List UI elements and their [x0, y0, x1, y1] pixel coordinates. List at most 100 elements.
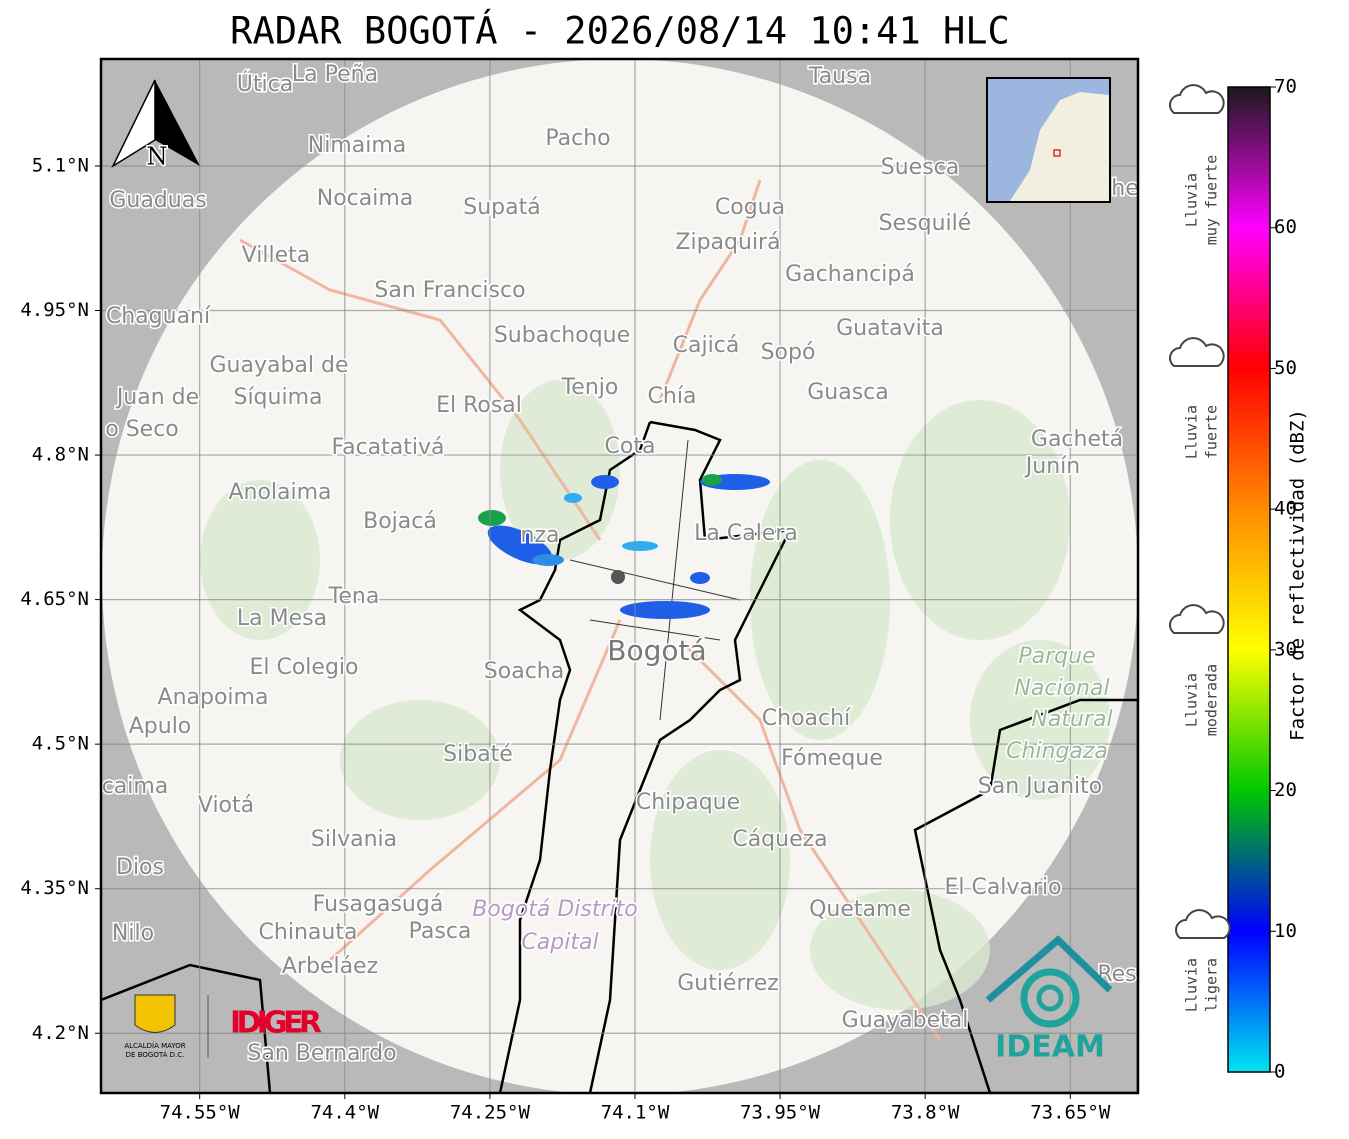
place-label: Dios — [116, 855, 164, 880]
colorbar — [1227, 86, 1271, 1073]
colorbar-tick-label: 60 — [1274, 216, 1297, 238]
place-label: Chaguaní — [106, 304, 211, 329]
place-label: Chinauta — [259, 920, 358, 945]
y-tick-label: 5.1°N — [32, 154, 89, 176]
place-label: Subachoque — [494, 323, 630, 348]
place-label: La Mesa — [237, 606, 327, 631]
x-tick-label: 73.95°W — [740, 1102, 821, 1124]
place-label: La Calera — [694, 521, 798, 546]
rain-category-label: Lluvia — [1183, 958, 1201, 1012]
place-label: Viotá — [198, 793, 254, 818]
colorbar-tick-label: 20 — [1274, 779, 1297, 801]
place-label: Pacho — [545, 126, 610, 151]
x-tick-label: 74.55°W — [160, 1102, 241, 1124]
place-label: Gutiérrez — [677, 971, 779, 996]
grid — [101, 59, 1138, 1093]
place-label: Chía — [648, 384, 697, 409]
place-label: Sibaté — [443, 742, 513, 767]
alcaldia-logo: ALCALDÍA MAYOR DE BOGOTÁ D.C. — [124, 994, 209, 1059]
rain-category-label: ligera — [1203, 958, 1221, 1012]
locality-borders — [569, 439, 741, 721]
place-label: Guayabetal — [842, 1008, 969, 1033]
y-tick-label: 4.35°N — [20, 877, 89, 899]
place-label: caima — [102, 774, 169, 799]
place-label: Tenjo — [561, 375, 619, 400]
y-tick-label: 4.95°N — [20, 299, 89, 321]
department-border — [101, 963, 272, 1093]
place-label: Capital — [521, 930, 598, 955]
place-label: Fómeque — [781, 746, 883, 771]
place-label: Suesca — [881, 155, 959, 180]
place-label: Sopó — [761, 340, 816, 365]
place-label: El Colegio — [249, 655, 358, 680]
place-label: Nacional — [1014, 676, 1109, 701]
place-label: Choachí — [762, 706, 851, 731]
place-label: La Peña — [292, 62, 378, 87]
rain-category-label: moderada — [1203, 664, 1221, 736]
place-label: Útica — [237, 71, 293, 97]
place-label: Nilo — [112, 921, 154, 946]
rain-category-label: Lluvia — [1183, 405, 1201, 459]
place-label: Nimaima — [308, 133, 407, 158]
place-label: Síquima — [233, 385, 322, 410]
x-tick-label: 73.8°W — [891, 1102, 960, 1124]
place-label: Gachetá — [1031, 427, 1123, 452]
north-label: N — [147, 143, 168, 171]
colorbar-tick-label: 50 — [1274, 357, 1297, 379]
place-label: El Rosal — [436, 393, 522, 418]
rain-category-label: Lluvia — [1183, 673, 1201, 727]
place-label: Anapoima — [158, 685, 269, 710]
rain-icon — [1169, 337, 1225, 367]
ideam-text: IDEAM — [995, 1030, 1105, 1065]
colorbar-tick-label: 40 — [1274, 498, 1297, 520]
radar-echoes — [478, 474, 770, 619]
x-tick-label: 74.25°W — [450, 1102, 531, 1124]
place-label: Parque — [1018, 644, 1095, 669]
place-label: Anolaima — [228, 480, 331, 505]
map-frame — [99, 57, 1140, 1095]
place-label: Fusagasugá — [313, 892, 444, 917]
place-label: El Calvario — [944, 875, 1061, 900]
terrain — [200, 380, 1110, 1010]
y-tick-label: 4.65°N — [20, 588, 89, 610]
place-label: Silvania — [311, 827, 397, 852]
alcaldia-text: DE BOGOTÁ D.C. — [126, 1050, 185, 1059]
y-tick-label: 4.2°N — [32, 1022, 89, 1044]
north-arrow: N — [111, 79, 200, 172]
title: RADAR BOGOTÁ - 2026/08/14 10:41 HLC — [230, 9, 1010, 53]
place-label: Soacha — [484, 659, 564, 684]
idiger-logo: IDIGER — [230, 1006, 322, 1041]
place-label: Quetame — [809, 897, 911, 922]
x-tick-label: 74.1°W — [601, 1102, 670, 1124]
district-border — [498, 420, 793, 1093]
place-label: Nocaima — [317, 186, 414, 211]
roads — [239, 179, 942, 1041]
place-label: San Bernardo — [247, 1041, 396, 1066]
place-label: Cáqueza — [732, 827, 827, 852]
place-label: he — [1111, 176, 1138, 201]
place-label: Cota — [605, 434, 656, 459]
place-label: Natural — [1031, 707, 1112, 732]
rain-category-label: Lluvia — [1183, 173, 1201, 227]
rain-icon — [1175, 909, 1231, 939]
place-label: o Seco — [105, 417, 179, 442]
place-label: Junín — [1024, 454, 1080, 479]
place-label: San Francisco — [374, 278, 525, 303]
place-label: Supatá — [463, 195, 540, 220]
y-tick-label: 4.8°N — [32, 444, 89, 466]
colorbar-tick-label: 30 — [1274, 638, 1297, 660]
colorbar-tick-label: 10 — [1274, 920, 1297, 942]
inset-map — [986, 77, 1111, 203]
place-label: Cajicá — [673, 333, 740, 358]
ideam-logo: IDEAM — [985, 935, 1113, 1065]
place-label: Juan de — [115, 385, 199, 410]
rain-icon — [1169, 84, 1225, 114]
colorbar-label: Factor de reflectividad (dBZ) — [1287, 409, 1309, 741]
place-label: Facatativá — [331, 435, 444, 460]
x-tick-label: 74.4°W — [310, 1102, 379, 1124]
place-label: Guasca — [807, 380, 889, 405]
colorbar-tick-label: 0 — [1274, 1061, 1285, 1083]
